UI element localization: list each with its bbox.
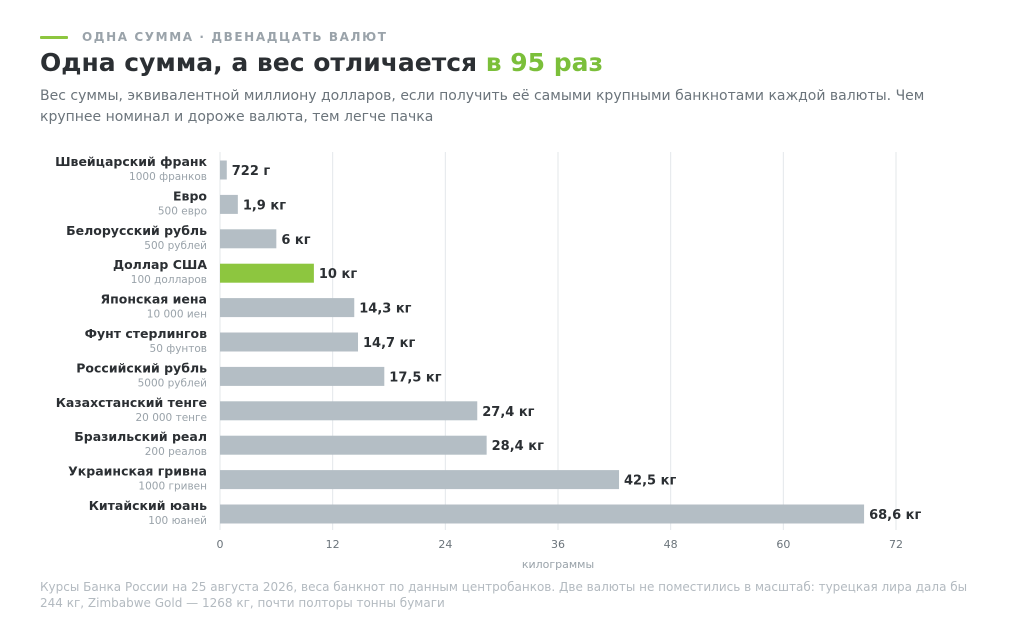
category-label: Украинская гривна	[68, 464, 207, 479]
x-axis-label: килограммы	[522, 558, 594, 571]
category-label: Бразильский реал	[74, 429, 207, 444]
denomination-label: 500 рублей	[144, 240, 207, 252]
category-label: Японская иена	[100, 292, 207, 307]
x-tick-label: 36	[551, 538, 565, 551]
bar-highlighted	[220, 263, 314, 283]
x-tick-label: 48	[664, 538, 678, 551]
denomination-label: 1000 франков	[129, 171, 207, 183]
category-label: Казахстанский тенге	[56, 395, 207, 410]
category-label: Доллар США	[113, 257, 207, 272]
chart-footnote: Курсы Банка России на 25 августа 2026, в…	[40, 580, 968, 610]
bar-value-label: 28,4 кг	[492, 439, 544, 454]
category-label: Белорусский рубль	[66, 223, 207, 238]
bar-value-label: 14,7 кг	[363, 336, 415, 351]
bar-value-label: 42,5 кг	[624, 474, 676, 489]
bar-value-label: 27,4 кг	[482, 405, 534, 420]
x-tick-label: 60	[776, 538, 790, 551]
bar	[220, 401, 478, 421]
x-tick-label: 12	[326, 538, 340, 551]
denomination-label: 200 реалов	[145, 446, 207, 458]
denomination-label: 20 000 тенге	[136, 412, 208, 424]
bar	[220, 229, 277, 249]
category-label: Евро	[173, 188, 207, 203]
bar	[220, 194, 238, 214]
bar-value-label: 6 кг	[281, 233, 310, 248]
bar	[220, 504, 865, 524]
x-tick-label: 24	[438, 538, 452, 551]
bar-value-label: 10 кг	[319, 267, 357, 282]
bar-value-label: 68,6 кг	[869, 508, 921, 523]
x-axis: 0 12 24 36 48 60 72 килограммы	[217, 538, 904, 571]
kicker-label: ОДНА СУММА · ДВЕНАДЦАТЬ ВАЛЮТ	[82, 30, 388, 44]
labels-layer: 722 г Швейцарский франк 1000 франков 1,9 кг…	[55, 154, 921, 527]
denomination-label: 1000 гривен	[138, 481, 207, 493]
bar	[220, 470, 620, 490]
chart-subtitle: Вес суммы, эквивалентной миллиону доллар…	[40, 88, 925, 125]
category-label: Швейцарский франк	[55, 154, 207, 169]
bar-value-label: 17,5 кг	[389, 370, 441, 385]
page-title: Одна сумма, а вес отличается в 95 раз	[40, 48, 603, 77]
bar-value-label: 722 г	[232, 164, 271, 179]
bar	[220, 298, 355, 318]
category-label: Российский рубль	[76, 360, 207, 375]
bar	[220, 366, 385, 386]
x-tick-label: 72	[889, 538, 903, 551]
denomination-label: 10 000 иен	[147, 309, 207, 321]
x-tick-label: 0	[217, 538, 224, 551]
bar-value-label: 14,3 кг	[359, 302, 411, 317]
title-main: Одна сумма, а вес отличается	[40, 48, 486, 77]
bar-value-label: 1,9 кг	[243, 198, 286, 213]
denomination-label: 50 фунтов	[150, 343, 207, 355]
denomination-label: 5000 рублей	[138, 377, 207, 389]
denomination-label: 500 евро	[158, 205, 207, 217]
denomination-label: 100 юаней	[148, 515, 207, 527]
category-label: Китайский юань	[89, 498, 207, 513]
bar	[220, 435, 487, 455]
bar	[220, 160, 227, 180]
kicker-row: ОДНА СУММА · ДВЕНАДЦАТЬ ВАЛЮТ	[40, 28, 388, 46]
bar	[220, 332, 359, 352]
kicker-accent-line	[40, 35, 68, 39]
bars-layer	[220, 160, 865, 524]
title-accent: в 95 раз	[485, 48, 604, 77]
denomination-label: 100 долларов	[131, 274, 207, 286]
category-label: Фунт стерлингов	[85, 326, 208, 341]
